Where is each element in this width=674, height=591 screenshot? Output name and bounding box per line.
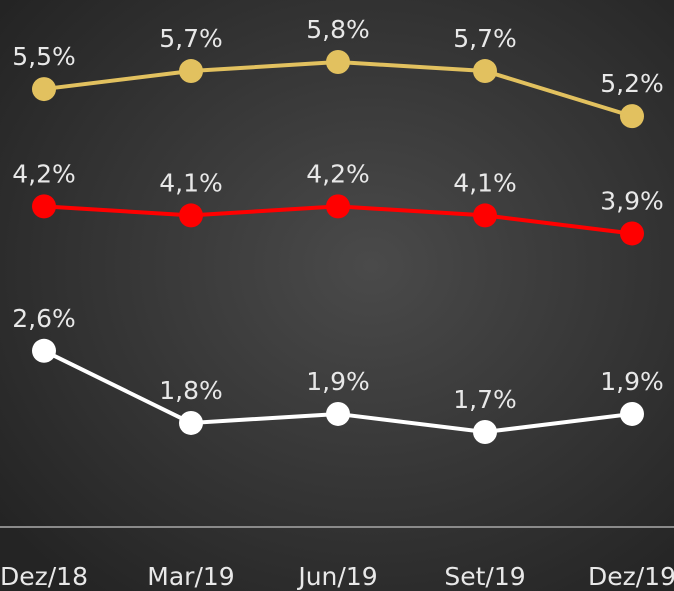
data-label: 1,8% bbox=[159, 376, 223, 405]
data-label: 1,9% bbox=[600, 367, 664, 396]
x-tick-label: Set/19 bbox=[444, 562, 525, 591]
data-point bbox=[179, 203, 203, 227]
data-label: 4,1% bbox=[453, 168, 517, 197]
data-label: 4,1% bbox=[159, 168, 223, 197]
chart: Dez/18 Mar/19 Jun/19 Set/19 Dez/19 5,5% 5,7% 5,… bbox=[0, 0, 674, 591]
data-point bbox=[473, 420, 497, 444]
x-tick-label: Jun/19 bbox=[296, 562, 377, 591]
x-tick-label: Dez/18 bbox=[0, 562, 88, 591]
data-point bbox=[326, 194, 350, 218]
data-point bbox=[32, 339, 56, 363]
data-point bbox=[32, 194, 56, 218]
data-label: 1,7% bbox=[453, 385, 517, 414]
data-label: 4,2% bbox=[12, 159, 76, 188]
x-tick-label: Mar/19 bbox=[147, 562, 234, 591]
x-tick-label: Dez/19 bbox=[588, 562, 674, 591]
data-point bbox=[326, 402, 350, 426]
data-label: 5,7% bbox=[159, 24, 223, 53]
data-point bbox=[473, 59, 497, 83]
background bbox=[0, 0, 674, 591]
data-point bbox=[620, 221, 644, 245]
data-label: 5,7% bbox=[453, 24, 517, 53]
data-label: 5,5% bbox=[12, 42, 76, 71]
data-point bbox=[620, 104, 644, 128]
data-label: 2,6% bbox=[12, 304, 76, 333]
data-label: 5,8% bbox=[306, 15, 370, 44]
data-point bbox=[179, 411, 203, 435]
data-label: 1,9% bbox=[306, 367, 370, 396]
data-point bbox=[179, 59, 203, 83]
data-label: 5,2% bbox=[600, 69, 664, 98]
data-point bbox=[473, 203, 497, 227]
data-point bbox=[32, 77, 56, 101]
data-point bbox=[326, 50, 350, 74]
data-point bbox=[620, 402, 644, 426]
data-label: 4,2% bbox=[306, 159, 370, 188]
data-label: 3,9% bbox=[600, 186, 664, 215]
page: Dez/18 Mar/19 Jun/19 Set/19 Dez/19 5,5% 5,7% 5,… bbox=[0, 0, 674, 591]
